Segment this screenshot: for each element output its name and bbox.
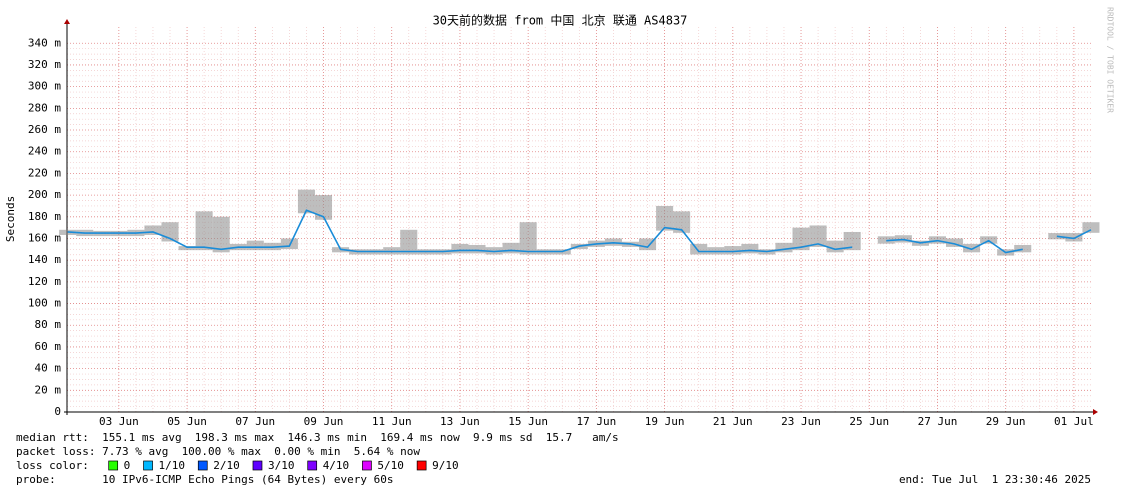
- legend-swatch: [362, 460, 372, 471]
- x-tick-label: 21 Jun: [713, 415, 753, 428]
- x-tick-label: 27 Jun: [918, 415, 958, 428]
- smoke: [314, 195, 333, 220]
- legend-label: 4/10: [323, 459, 350, 472]
- smoke: [673, 211, 691, 233]
- smoke: [809, 225, 827, 247]
- x-tick-label: 13 Jun: [440, 415, 480, 428]
- legend-swatch: [108, 460, 119, 471]
- x-tick-label: 09 Jun: [304, 415, 344, 428]
- legend-label: 5/10: [377, 459, 404, 472]
- legend-title: loss color:: [16, 459, 89, 472]
- legend-swatch: [416, 460, 427, 471]
- smoke: [1014, 244, 1032, 253]
- legend-label: 9/10: [432, 459, 459, 472]
- smoke: [144, 225, 162, 235]
- x-tick-label: 23 Jun: [781, 415, 821, 428]
- legend-swatch: [197, 460, 208, 471]
- smoke: [963, 243, 981, 253]
- smoke: [639, 238, 657, 251]
- axis-arrow: [64, 19, 70, 24]
- y-tick-label: 200 m: [28, 188, 61, 201]
- y-tick-label: 220 m: [28, 166, 61, 179]
- y-tick-label: 100 m: [28, 297, 61, 310]
- smoke: [945, 238, 964, 247]
- x-tick-label: 17 Jun: [576, 415, 616, 428]
- y-tick-label: 120 m: [28, 275, 61, 288]
- x-tick-label: 11 Jun: [372, 415, 412, 428]
- legend-swatch: [307, 460, 318, 471]
- smoke: [656, 205, 674, 231]
- legend-label: 3/10: [268, 459, 295, 472]
- x-tick-label: 03 Jun: [99, 415, 139, 428]
- y-tick-label: 300 m: [28, 80, 61, 93]
- smoke: [297, 189, 315, 214]
- axis-arrow: [1093, 409, 1098, 415]
- smoke: [690, 243, 708, 255]
- stats-line: median rtt: 155.1 ms avg 198.3 ms max 14…: [16, 431, 619, 444]
- legend-label: 2/10: [213, 459, 240, 472]
- x-tick-label: 19 Jun: [645, 415, 685, 428]
- legend-label: 0: [124, 459, 131, 472]
- x-tick-label: 15 Jun: [508, 415, 548, 428]
- y-tick-label: 140 m: [28, 253, 61, 266]
- smoke: [400, 229, 418, 255]
- smoke: [1082, 222, 1100, 233]
- smoke: [792, 227, 810, 251]
- y-tick-label: 260 m: [28, 123, 61, 136]
- smoke: [502, 242, 520, 254]
- smoke: [775, 242, 793, 253]
- smoke: [843, 231, 861, 251]
- smoke: [178, 246, 196, 251]
- x-tick-label: 25 Jun: [849, 415, 889, 428]
- smoke: [451, 243, 469, 254]
- smoke: [246, 240, 264, 251]
- smoke: [212, 216, 230, 253]
- smoke: [826, 240, 844, 253]
- y-tick-label: 80 m: [35, 318, 62, 331]
- y-tick-label: 160 m: [28, 231, 61, 244]
- x-tick-label: 29 Jun: [986, 415, 1026, 428]
- stats-line: packet loss: 7.73 % avg 100.00 % max 0.0…: [16, 445, 420, 458]
- legend-swatch: [143, 460, 153, 471]
- y-tick-label: 320 m: [28, 58, 61, 71]
- smoke: [741, 243, 759, 254]
- x-tick-label: 01 Jul: [1054, 415, 1094, 428]
- smoke: [724, 246, 742, 255]
- y-tick-label: 240 m: [28, 145, 61, 158]
- y-tick-label: 340 m: [28, 36, 61, 49]
- smoke: [280, 238, 298, 250]
- legend-swatch: [252, 460, 263, 471]
- y-tick-label: 40 m: [35, 362, 62, 375]
- chart-title: 30天前的数据 from 中国 北京 联通 AS4837: [433, 13, 688, 28]
- y-tick-label: 180 m: [28, 210, 61, 223]
- legend-label: 1/10: [159, 459, 186, 472]
- x-tick-label: 07 Jun: [235, 415, 275, 428]
- smoke: [1048, 233, 1066, 240]
- y-tick-label: 20 m: [35, 383, 62, 396]
- watermark: RRDTOOL / TOBI OETIKER: [1106, 7, 1115, 113]
- smoke: [519, 222, 537, 255]
- median-line: [67, 209, 1092, 254]
- smoke: [1065, 233, 1083, 242]
- y-tick-label: 280 m: [28, 101, 61, 114]
- y-axis-label: Seconds: [4, 196, 17, 242]
- smoke: [195, 211, 213, 251]
- probe: probe: 10 IPv6-ICMP Echo Pings (64 Bytes…: [16, 473, 394, 486]
- x-tick-label: 05 Jun: [167, 415, 207, 428]
- y-tick-label: 0: [54, 405, 61, 418]
- end-time: end: Tue Jul 1 23:30:46 2025: [899, 473, 1091, 486]
- y-tick-label: 60 m: [35, 340, 62, 353]
- smoke: [468, 244, 486, 254]
